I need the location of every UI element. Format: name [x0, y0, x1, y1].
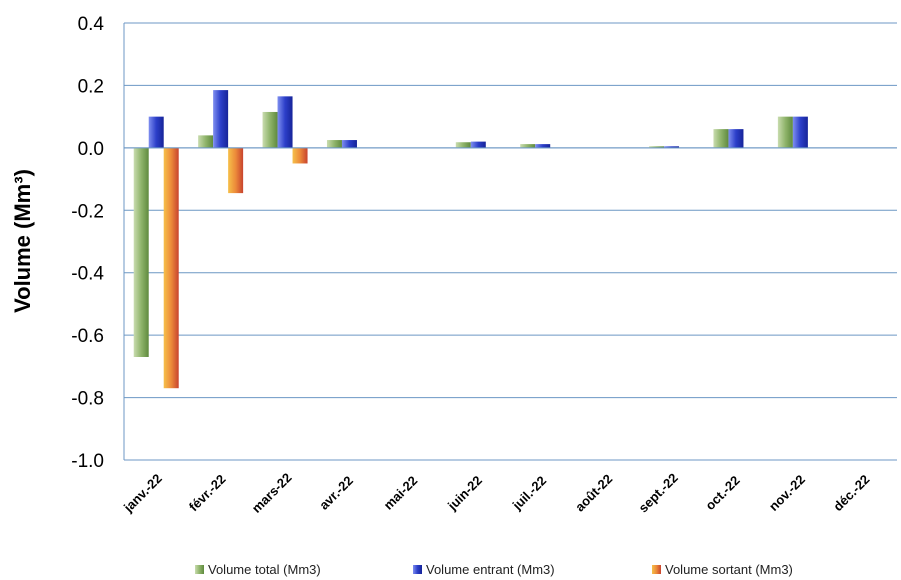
y-tick-label: 0.0 — [78, 139, 104, 160]
bar-volume-entrant — [664, 146, 680, 148]
legend-swatch — [195, 565, 204, 574]
legend-swatch — [652, 565, 661, 574]
gridlines — [124, 22, 897, 461]
y-tick-label: -0.8 — [71, 389, 104, 410]
x-tick-label: févr.-22 — [186, 471, 229, 514]
bar-volume-entrant — [148, 116, 164, 148]
x-tick-label: juil.-22 — [509, 473, 549, 513]
bar-volume-total — [520, 144, 536, 148]
bar-volume-total — [198, 135, 214, 148]
bar-volume-entrant — [792, 116, 808, 148]
x-tick-label: sept.-22 — [635, 470, 680, 515]
x-tick-label: août-22 — [572, 471, 615, 514]
legend-swatch — [413, 565, 422, 574]
bar-volume-entrant — [277, 96, 293, 148]
x-tick-label: nov.-22 — [766, 472, 808, 514]
x-tick-label: juin-22 — [444, 473, 485, 514]
x-tick-labels: janv.-22 févr.-22 mars-22 avr.-22 mai-22 juin… — [120, 470, 873, 516]
bar-volume-sortant — [163, 147, 179, 389]
bar-volume-sortant — [292, 147, 308, 164]
bar-volume-entrant — [213, 90, 229, 148]
x-tick-label: mai-22 — [381, 473, 421, 513]
y-axis-label: Volume (Mm³) — [10, 169, 35, 313]
bar-volume-total — [133, 147, 149, 357]
bar-volume-sortant — [228, 147, 244, 194]
x-tick-label: oct.-22 — [702, 473, 742, 513]
x-tick-label: janv.-22 — [120, 471, 165, 516]
y-tick-label: -1.0 — [71, 451, 104, 472]
legend-label: Volume entrant (Mm3) — [426, 562, 555, 577]
x-tick-label: avr.-22 — [316, 473, 356, 513]
bar-volume-total — [262, 111, 278, 148]
y-tick-label: -0.2 — [71, 201, 104, 222]
y-tick-label: 0.4 — [78, 14, 105, 35]
bar-volume-total — [326, 140, 342, 148]
legend-label: Volume total (Mm3) — [208, 562, 321, 577]
bar-volume-total — [713, 129, 729, 148]
bar-volume-entrant — [341, 140, 357, 148]
bar-volume-entrant — [470, 141, 486, 148]
legend: Volume total (Mm3) Volume entrant (Mm3) Vo… — [195, 562, 793, 577]
bar-volume-entrant — [535, 144, 551, 148]
bar-volume-total — [455, 142, 471, 148]
axes — [123, 23, 897, 460]
y-tick-labels: 0.4 0.2 0.0 -0.2 -0.4 -0.6 -0.8 -1.0 — [71, 14, 104, 472]
y-tick-label: 0.2 — [78, 76, 104, 97]
legend-label: Volume sortant (Mm3) — [665, 562, 793, 577]
y-tick-label: -0.6 — [71, 326, 104, 347]
bars — [133, 90, 808, 389]
bar-volume-entrant — [728, 129, 744, 148]
x-tick-label: mars-22 — [249, 470, 295, 516]
y-tick-label: -0.4 — [71, 264, 104, 285]
bar-volume-total — [777, 116, 793, 148]
x-tick-label: déc.-22 — [830, 472, 872, 514]
bar-volume-total — [649, 146, 665, 148]
